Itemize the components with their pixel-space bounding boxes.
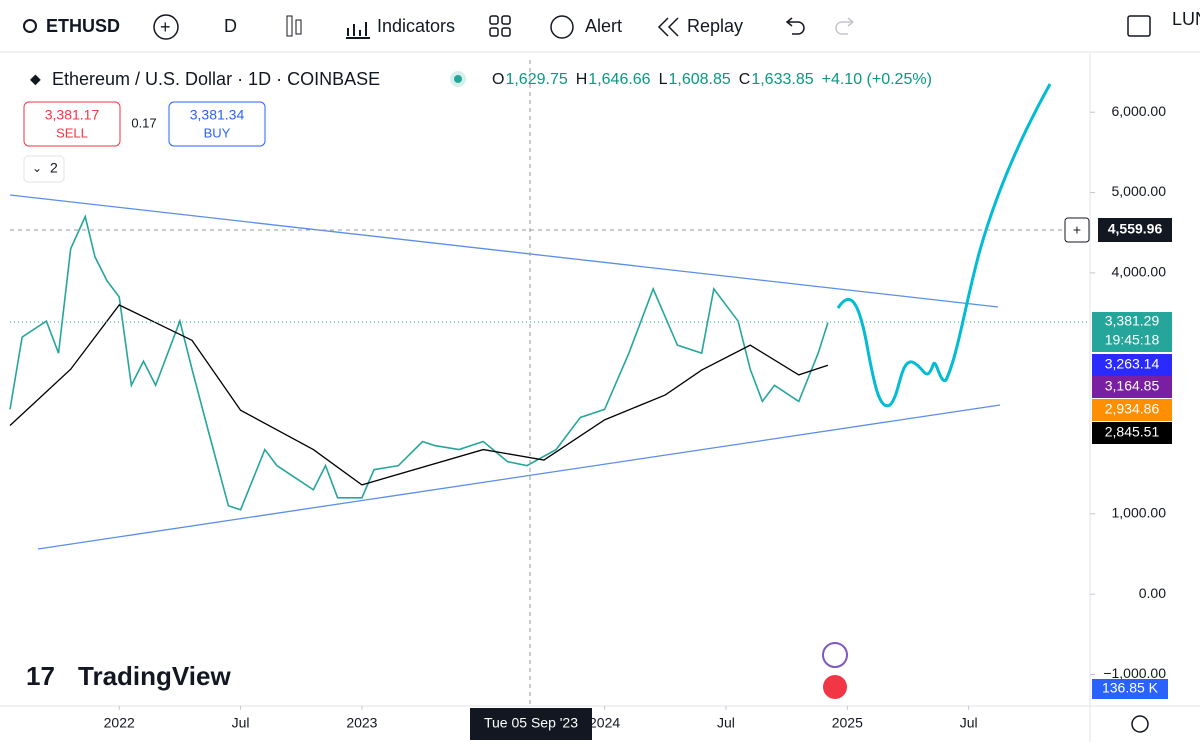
date-tag (470, 708, 592, 740)
ohlc-value: 1,608.85 (668, 71, 730, 88)
event-icon[interactable] (823, 675, 847, 699)
y-tick-label: 1,000.00 (1112, 505, 1167, 521)
x-tick-label: Jul (717, 715, 735, 731)
undo[interactable] (785, 17, 805, 35)
volume-tag (1092, 679, 1168, 699)
ma2-tag (1092, 376, 1172, 398)
ma2: 3,164.85 (1105, 378, 1160, 394)
logo: TradingView (78, 661, 231, 691)
right-text: LUN (1172, 9, 1200, 29)
y-tick-label: 4,000.00 (1112, 264, 1167, 280)
indicators-icon (346, 22, 370, 39)
crosshair-price: 4,559.96 (1108, 221, 1163, 237)
redo[interactable] (835, 17, 855, 35)
candle-icon (295, 19, 302, 35)
buy-price: 3,381.34 (190, 107, 245, 123)
ohlc-value: 1,646.66 (588, 71, 650, 88)
y-tick-label: 6,000.00 (1112, 103, 1167, 119)
ohlc-key: L (659, 71, 668, 88)
ma4: 2,845.51 (1105, 424, 1160, 440)
chevron: ⌄ (32, 161, 42, 175)
toolbar: ETHUSD + D Indicators Alert Replay LUN (0, 9, 1200, 53)
buy-button[interactable] (168, 101, 266, 147)
alert-icon (550, 15, 574, 39)
projection-curve (836, 83, 1052, 408)
crosshair-tag (1098, 218, 1172, 242)
buy-label: BUY (204, 125, 231, 140)
countdown: 19:45:18 (1105, 332, 1160, 348)
add-alert[interactable] (1064, 217, 1090, 243)
status-dot-inner (454, 75, 462, 83)
x-tick-label: 2023 (346, 715, 377, 731)
last-price: 3,381.29 (1105, 313, 1160, 329)
trend-line-lower (37, 404, 1001, 550)
plot: 6,000.00 5,000.00 4,000.00 1,000.00 0.00 −1,0… (0, 53, 1200, 742)
fullscreen[interactable] (1127, 15, 1151, 37)
sell-price: 3,381.17 (45, 107, 100, 123)
plus: + (160, 17, 171, 37)
replay-icon (657, 17, 679, 37)
last-tag (1092, 312, 1172, 352)
candle-icon[interactable] (286, 15, 293, 37)
ohlc: O 1,629.75 H 1,646.66 L 1,608.85 C 1,633.85 +4.1… (492, 71, 932, 88)
event-icon[interactable] (822, 642, 848, 668)
plus: + (1073, 222, 1081, 238)
crosshair-date: Tue 05 Sep '23 (484, 715, 578, 731)
volume: 136.85 K (1102, 680, 1159, 696)
alert[interactable]: Alert (585, 16, 622, 36)
indicators[interactable]: Indicators (377, 16, 455, 36)
ohlc-key: H (576, 71, 588, 88)
x-tick-label: 2022 (104, 715, 135, 731)
x-tick-label: 2025 (832, 715, 863, 731)
price-line (9, 214, 829, 511)
add-symbol[interactable] (153, 14, 179, 40)
symbol[interactable]: ETHUSD (46, 16, 120, 36)
sell-button[interactable] (23, 101, 121, 147)
ohlc-key: O (492, 71, 504, 88)
ma3: 2,934.86 (1105, 401, 1160, 417)
spread: 0.17 (131, 115, 156, 130)
indicator-toggle[interactable] (23, 155, 65, 183)
eth-icon: ◆ (30, 71, 41, 87)
replay[interactable]: Replay (687, 16, 743, 36)
change: +4.10 (+0.25%) (822, 71, 932, 88)
ohlc-key: C (739, 71, 751, 88)
ohlc-value: 1,633.85 (751, 71, 813, 88)
logo-mark: 17 (26, 661, 55, 691)
x-tick-label: Jul (960, 715, 978, 731)
layouts-icon[interactable] (489, 15, 511, 37)
trend-line-upper (9, 194, 999, 308)
interval[interactable]: D (224, 16, 237, 36)
ma1: 3,263.14 (1105, 356, 1160, 372)
y-tick-label: 5,000.00 (1112, 183, 1167, 199)
search-icon[interactable] (23, 19, 37, 33)
indicator-count: 2 (50, 160, 58, 176)
x-tick-label: Jul (232, 715, 250, 731)
price-line (9, 304, 829, 486)
ma4-tag (1092, 422, 1172, 444)
sell-label: SELL (56, 125, 88, 140)
ma3-tag (1092, 399, 1172, 421)
ohlc-value: 1,629.75 (505, 71, 567, 88)
ma1-tag (1092, 354, 1172, 376)
x-tick-label: 2024 (589, 715, 620, 731)
y-tick-label: −1,000.00 (1103, 665, 1166, 681)
settings[interactable] (1131, 715, 1149, 733)
legend-title: Ethereum / U.S. Dollar · 1D · COINBASE (52, 69, 380, 89)
y-tick-label: 0.00 (1139, 585, 1166, 601)
